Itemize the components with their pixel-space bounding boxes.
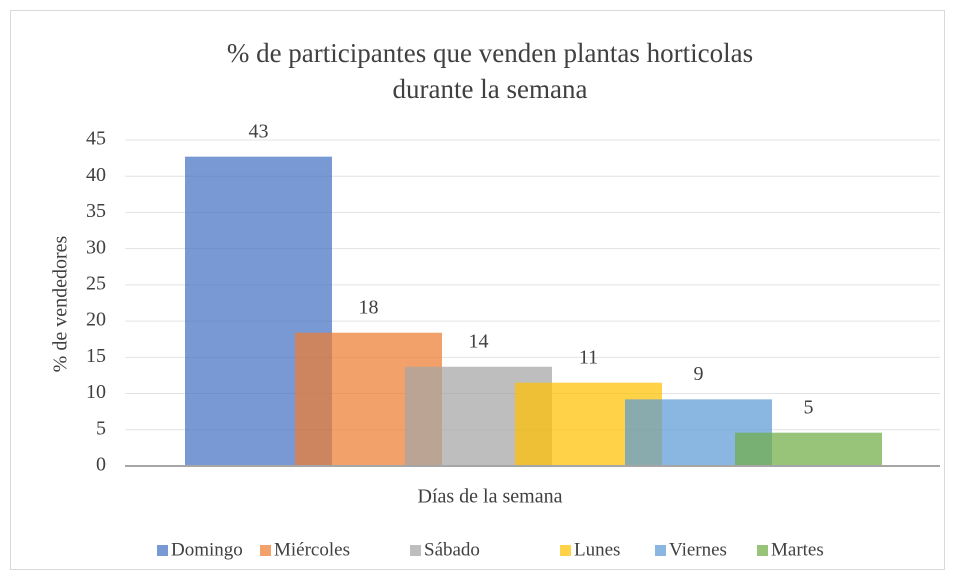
- y-tick-label: 15: [86, 345, 106, 367]
- legend-label: Domingo: [171, 539, 243, 560]
- y-tick-label: 25: [86, 272, 106, 294]
- data-label: 5: [804, 396, 814, 418]
- legend-swatch: [757, 545, 768, 556]
- y-tick-label: 45: [86, 128, 106, 150]
- legend-swatch: [410, 545, 421, 556]
- legend-label: Lunes: [574, 539, 620, 560]
- y-tick-label: 35: [86, 200, 106, 222]
- y-tick-label: 20: [86, 309, 106, 331]
- legend-label: Sábado: [424, 539, 480, 560]
- y-tick-label: 30: [86, 236, 106, 258]
- y-tick-label: 0: [96, 454, 106, 476]
- legend-swatch: [260, 545, 271, 556]
- y-tick-label: 40: [86, 164, 106, 186]
- y-tick-label: 10: [86, 381, 106, 403]
- y-axis-title: % de vendedores: [50, 235, 72, 372]
- data-label: 43: [249, 120, 269, 142]
- chart-title: % de participantes que venden plantas ho…: [227, 38, 753, 68]
- data-label: 18: [359, 296, 379, 318]
- legend-swatch: [560, 545, 571, 556]
- chart-subtitle: durante la semana: [393, 74, 588, 104]
- data-label: 11: [579, 346, 598, 368]
- data-label: 14: [469, 330, 489, 352]
- x-axis-title: Días de la semana: [418, 486, 563, 508]
- legend-swatch: [157, 545, 168, 556]
- legend-label: Miércoles: [274, 539, 350, 560]
- legend-swatch: [655, 545, 666, 556]
- legend-label: Viernes: [669, 539, 727, 560]
- y-tick-label: 5: [96, 417, 106, 439]
- chart-border: [10, 10, 945, 570]
- bar: [735, 432, 882, 466]
- legend-label: Martes: [771, 539, 824, 560]
- data-label: 9: [694, 363, 704, 385]
